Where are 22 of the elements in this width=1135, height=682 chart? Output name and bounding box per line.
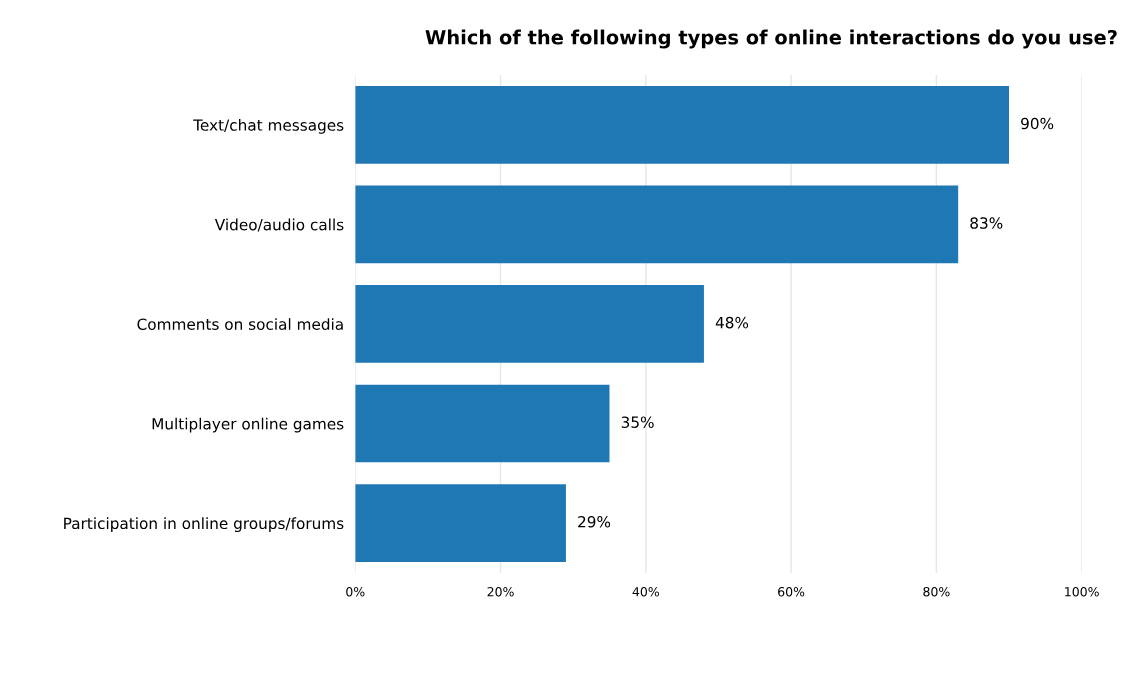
y-tick-label: Participation in online groups/forums	[64, 517, 344, 533]
data-label: 83%	[970, 217, 1003, 229]
x-tick-label: 60%	[778, 586, 805, 597]
data-label: 48%	[715, 316, 749, 329]
chart-title: Which of the following types of online interactions do you use?	[425, 29, 1117, 49]
data-label: 35%	[621, 416, 654, 428]
x-tick-label: 20%	[487, 586, 514, 597]
bar	[355, 85, 1010, 164]
y-tick-label: Video/audio calls	[214, 218, 344, 232]
y-tick-label: Text/chat messages	[193, 119, 344, 134]
bar	[355, 384, 610, 463]
x-tick-label: 40%	[632, 586, 660, 597]
bar	[355, 185, 959, 264]
bar	[355, 285, 704, 363]
data-label: 90%	[1021, 117, 1054, 130]
y-tick-label: Multiplayer online games	[152, 417, 344, 433]
data-label: 29%	[578, 515, 611, 528]
y-tick-label: Comments on social media	[137, 318, 343, 330]
x-tick-label: 100%	[1065, 586, 1099, 597]
x-tick-label: 80%	[923, 586, 950, 597]
bar	[355, 484, 566, 562]
x-tick-label: 0%	[346, 586, 365, 597]
